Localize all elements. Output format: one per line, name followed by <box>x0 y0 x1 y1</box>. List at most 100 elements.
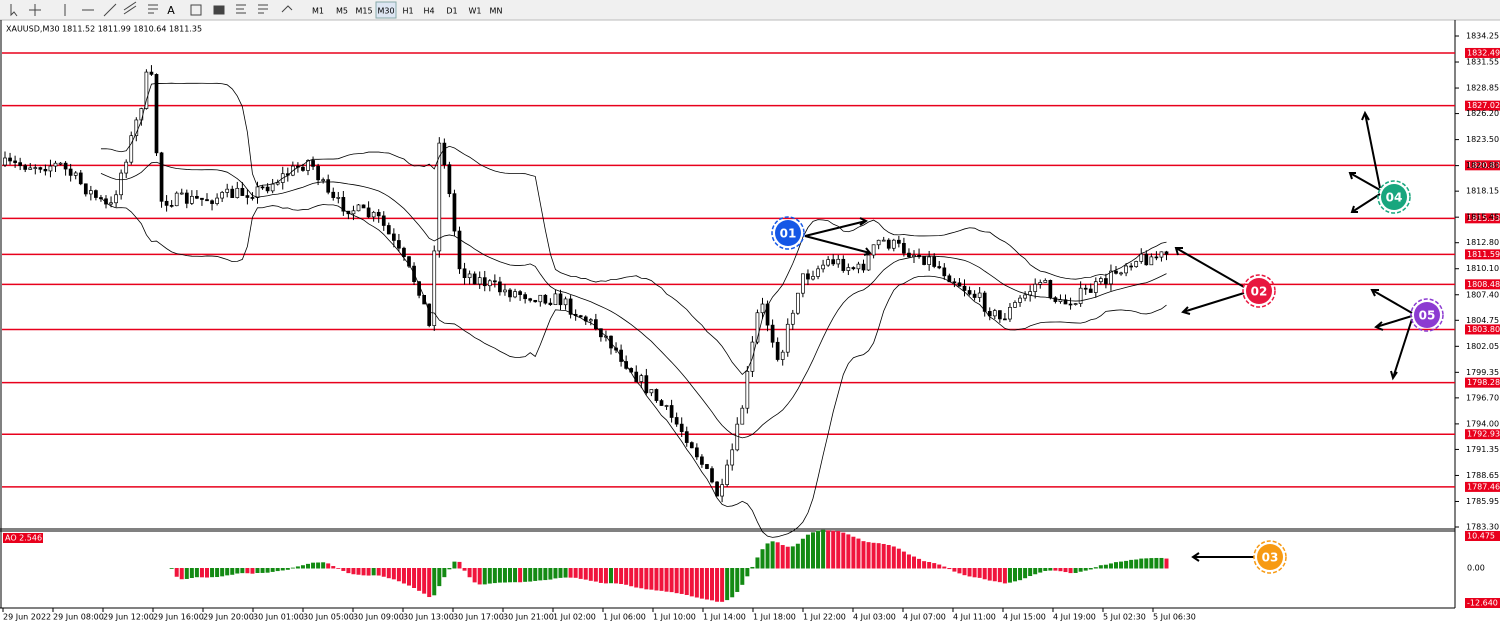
price-label: 1810.10 <box>1466 264 1499 273</box>
time-label: 1 Jul 02:00 <box>553 613 596 622</box>
price-label: 1823.50 <box>1466 135 1499 144</box>
callout-badge <box>1246 278 1272 304</box>
ao-bar <box>361 568 366 576</box>
candle-body <box>720 484 724 497</box>
ao-bar <box>881 543 886 569</box>
ao-bar <box>1002 568 1007 584</box>
timeframe-button[interactable]: M30 <box>377 7 394 16</box>
timeframe-button[interactable]: D1 <box>446 7 457 16</box>
ao-bar <box>689 568 694 597</box>
candle-body <box>548 302 553 306</box>
ao-bar <box>467 568 472 578</box>
ao-bar <box>265 568 270 573</box>
candle-body <box>78 172 83 185</box>
candle-body <box>225 188 230 193</box>
ao-axis-tag <box>1465 563 1500 573</box>
ao-bar <box>523 568 528 582</box>
candle-body <box>462 268 467 279</box>
candle-body <box>94 190 98 198</box>
time-label: 1 Jul 06:00 <box>603 613 646 622</box>
price-label: 1815.45 <box>1466 213 1499 222</box>
ao-bar <box>275 568 280 572</box>
tool-text[interactable]: A <box>167 4 175 17</box>
time-label: 29 Jun 20:00 <box>203 613 254 622</box>
ao-bar <box>1164 558 1169 569</box>
candle-body <box>53 162 58 167</box>
candle-body <box>1129 265 1134 268</box>
level-label: 1815.33 <box>1467 214 1500 223</box>
candle-body <box>942 267 947 277</box>
ao-bar <box>184 568 189 579</box>
candle-body <box>937 266 942 269</box>
candle-body <box>528 298 533 301</box>
candle-body <box>977 292 982 298</box>
ao-bar <box>412 568 417 588</box>
candle-body <box>588 319 593 322</box>
timeframe-button[interactable]: M5 <box>336 7 348 16</box>
candle-body <box>816 268 820 277</box>
level-label: 1827.02 <box>1467 101 1500 110</box>
ao-bar <box>260 568 265 573</box>
candle-body <box>896 239 901 244</box>
ao-bar <box>174 568 179 577</box>
ao-bar <box>199 568 204 578</box>
ao-bar <box>957 568 962 574</box>
timeframe-button[interactable]: M15 <box>355 7 372 16</box>
candle-body <box>997 310 1002 320</box>
candle-body <box>694 447 699 458</box>
timeframe-button[interactable]: W1 <box>469 7 482 16</box>
ao-bar <box>816 530 821 569</box>
ao-bar <box>245 568 250 574</box>
candle-body <box>487 280 492 287</box>
candle-body <box>144 71 149 109</box>
candle-body <box>755 312 760 343</box>
candle-body <box>664 405 669 407</box>
time-label: 29 Jun 12:00 <box>103 613 154 622</box>
ao-bar <box>250 568 255 574</box>
ao-bar <box>846 534 851 569</box>
candle-body <box>831 259 836 265</box>
candle-body <box>876 239 881 246</box>
callout-ring <box>1410 298 1444 332</box>
ao-bar <box>376 568 381 576</box>
candle-body <box>240 187 245 196</box>
level-label: 1803.80 <box>1467 325 1500 334</box>
ao-bar <box>1088 568 1093 570</box>
ao-bar <box>972 568 977 578</box>
candle-body <box>568 298 573 315</box>
candle-body <box>503 289 507 293</box>
candle-body <box>255 186 260 198</box>
candle-body <box>265 186 270 192</box>
timeframe-button[interactable]: H1 <box>402 7 413 16</box>
toolbar <box>0 0 1500 20</box>
ao-bar <box>285 568 290 570</box>
candle-body <box>1093 281 1098 293</box>
ao-bar <box>836 530 841 569</box>
ao-bar <box>179 568 184 580</box>
candle-body <box>513 291 517 298</box>
timeframe-button[interactable]: H4 <box>423 7 434 16</box>
price-label: 1788.65 <box>1466 471 1499 480</box>
ao-bar <box>578 568 583 579</box>
candle-body <box>563 298 568 306</box>
ao-bar <box>704 568 709 600</box>
candle-body <box>1013 302 1017 308</box>
ao-bar <box>745 568 750 577</box>
ao-bar <box>518 568 523 583</box>
ao-bar <box>295 566 300 569</box>
candle-body <box>134 119 139 137</box>
candle-body <box>533 299 538 303</box>
candle-body <box>260 186 265 189</box>
ao-bar <box>235 568 240 574</box>
timeframe-button[interactable]: MN <box>490 7 503 16</box>
active-timeframe <box>375 1 397 19</box>
candle-body <box>1033 283 1038 292</box>
ao-bar <box>1033 568 1038 575</box>
ao-bar <box>1068 568 1073 574</box>
candle-body <box>795 292 800 314</box>
ao-bar <box>624 568 629 585</box>
ao-bar <box>442 568 447 578</box>
candle-body <box>427 303 432 326</box>
timeframe-button[interactable]: M1 <box>312 7 324 16</box>
ao-bar <box>437 568 442 587</box>
